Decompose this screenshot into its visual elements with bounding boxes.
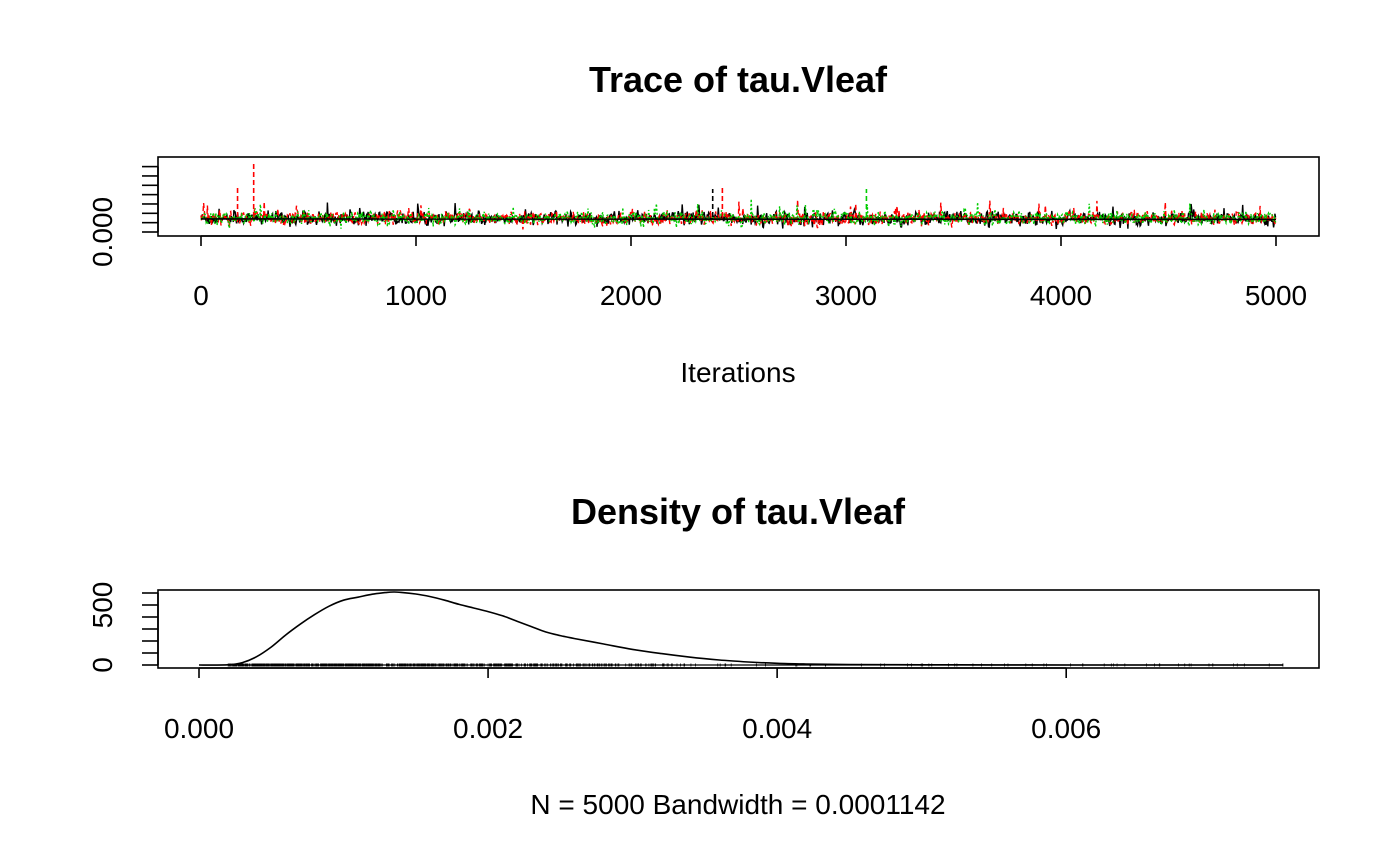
density-x-axis: 0.000 0.002 0.004 0.006 [164, 667, 1101, 744]
trace-plot-area [200, 161, 1277, 230]
trace-x-axis: 0 1000 2000 3000 4000 5000 [193, 235, 1307, 311]
trace-x-tick-label: 3000 [815, 280, 877, 311]
density-plot-area [198, 591, 1284, 667]
density-y-axis: 0 500 [87, 582, 159, 673]
trace-series-1 [200, 199, 1277, 230]
trace-x-tick-label: 2000 [600, 280, 662, 311]
trace-title: Trace of tau.Vleaf [589, 59, 888, 100]
density-y-tick-label: 500 [87, 582, 118, 629]
trace-x-label: Iterations [680, 357, 795, 388]
trace-x-tick-label: 1000 [385, 280, 447, 311]
density-x-tick-label: 0.002 [453, 713, 523, 744]
trace-x-tick-label: 5000 [1245, 280, 1307, 311]
trace-x-tick-label: 0 [193, 280, 209, 311]
trace-frame [157, 156, 1320, 237]
density-frame [157, 589, 1320, 669]
density-panel: Density of tau.Vleaf 0.000 0.002 0.004 0.00… [87, 491, 1320, 820]
density-y-tick-label: 0 [87, 657, 118, 673]
trace-panel: Trace of tau.Vleaf 0 1000 2000 3000 4000 5000… [87, 59, 1320, 388]
density-x-tick-label: 0.004 [742, 713, 812, 744]
density-title: Density of tau.Vleaf [571, 491, 906, 532]
density-curve [198, 591, 1283, 666]
trace-y-axis: 0.000 [87, 165, 159, 267]
density-x-label: N = 5000 Bandwidth = 0.0001142 [530, 789, 945, 820]
density-x-tick-label: 0.000 [164, 713, 234, 744]
trace-x-tick-label: 4000 [1030, 280, 1092, 311]
trace-y-tick-label: 0.000 [87, 197, 118, 267]
density-x-tick-label: 0.006 [1031, 713, 1101, 744]
